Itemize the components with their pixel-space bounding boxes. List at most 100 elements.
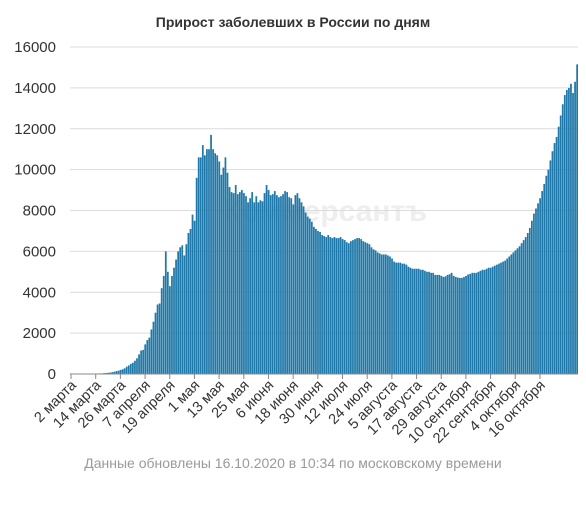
bar: [480, 271, 482, 374]
bar: [138, 354, 140, 374]
bar: [210, 135, 212, 374]
bar: [237, 194, 239, 374]
bar: [395, 263, 397, 374]
bar: [486, 269, 488, 374]
bar: [401, 264, 403, 374]
bar: [241, 190, 243, 374]
bar: [576, 64, 578, 374]
bar: [253, 202, 255, 374]
bar: [175, 260, 177, 374]
bar: [245, 196, 247, 374]
bar: [169, 286, 171, 374]
bar: [220, 175, 222, 374]
bar: [543, 184, 545, 374]
bar: [286, 192, 288, 374]
bar: [422, 270, 424, 374]
y-tick-label: 14000: [14, 80, 56, 97]
bar: [348, 243, 350, 374]
bar: [257, 202, 259, 374]
bar: [188, 233, 190, 374]
bar: [181, 245, 183, 374]
bar: [467, 274, 469, 374]
bar: [198, 157, 200, 374]
bar: [412, 269, 414, 374]
bar: [366, 243, 368, 374]
bar: [247, 202, 249, 374]
bar: [146, 340, 148, 374]
bar: [550, 160, 552, 374]
bar: [451, 273, 453, 374]
bar: [500, 263, 502, 374]
bar: [190, 229, 192, 374]
bar: [161, 288, 163, 374]
bar: [410, 268, 412, 374]
bar: [336, 238, 338, 374]
bar: [393, 262, 395, 374]
bar: [558, 127, 560, 374]
bar: [385, 254, 387, 374]
bar: [414, 269, 416, 374]
bar: [313, 227, 315, 374]
bar: [418, 269, 420, 374]
bar: [171, 276, 173, 374]
bar: [276, 195, 278, 374]
bar: [233, 193, 235, 374]
bar: [492, 267, 494, 374]
bar: [377, 252, 379, 374]
chart-title: Прирост заболевших в России по дням: [156, 14, 430, 30]
y-tick-label: 16000: [14, 39, 56, 56]
bar: [200, 157, 202, 374]
bar: [517, 248, 519, 374]
bar: [165, 251, 167, 374]
bar: [284, 191, 286, 374]
bar: [539, 198, 541, 374]
bar: [272, 194, 274, 374]
bar: [327, 235, 329, 374]
bar: [547, 170, 549, 374]
bar: [459, 278, 461, 374]
bar: [196, 178, 198, 374]
bar: [325, 237, 327, 374]
bar: [350, 241, 352, 374]
bar: [416, 269, 418, 374]
bar: [202, 145, 204, 374]
bar: [399, 263, 401, 374]
bar: [506, 259, 508, 374]
bar: [227, 173, 229, 374]
bar: [120, 370, 122, 374]
bar: [315, 229, 317, 374]
y-tick-label: 6000: [23, 243, 56, 260]
bar: [529, 228, 531, 374]
bar: [572, 93, 574, 374]
bar: [426, 272, 428, 374]
bar: [266, 185, 268, 374]
bar: [482, 270, 484, 374]
bar: [519, 246, 521, 374]
bar: [469, 274, 471, 374]
bar: [408, 267, 410, 374]
bar: [484, 270, 486, 374]
bar: [262, 201, 264, 374]
bar: [562, 104, 564, 374]
bar: [560, 115, 562, 374]
bar: [260, 200, 262, 374]
bar: [494, 266, 496, 374]
y-tick-label: 2000: [23, 325, 56, 342]
bar: [124, 368, 126, 374]
bar: [194, 221, 196, 374]
bar: [443, 277, 445, 374]
bar: [305, 213, 307, 374]
bar: [153, 322, 155, 374]
bar: [134, 361, 136, 374]
bar: [541, 191, 543, 374]
bar: [475, 273, 477, 374]
bar: [274, 191, 276, 374]
bar: [364, 242, 366, 374]
bar: [570, 84, 572, 374]
bar: [183, 255, 185, 374]
bar: [229, 187, 231, 374]
bar: [387, 255, 389, 374]
bar: [342, 239, 344, 374]
bar: [292, 204, 294, 374]
